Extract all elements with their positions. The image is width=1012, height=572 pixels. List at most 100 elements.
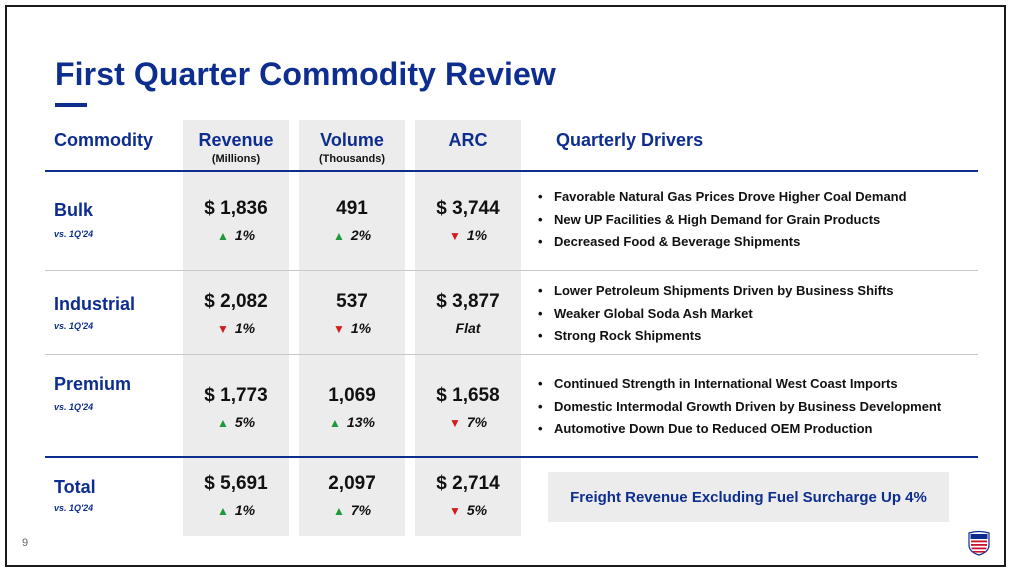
- driver-item: • New UP Facilities & High Demand for Gra…: [538, 209, 907, 232]
- change-percent: Flat: [455, 320, 481, 336]
- driver-text: Lower Petroleum Shipments Driven by Busi…: [554, 283, 894, 298]
- header-volume-label: Volume: [320, 130, 384, 150]
- revenue-value-premium: $ 1,773: [204, 385, 268, 406]
- change-percent: 5%: [466, 502, 488, 518]
- triangle-down-icon: ▼: [216, 322, 229, 336]
- driver-text: Favorable Natural Gas Prices Drove Highe…: [554, 189, 907, 204]
- revenue-change-industrial: ▼ 1%: [183, 320, 289, 336]
- triangle-up-icon: ▲: [332, 229, 345, 243]
- row-divider: [45, 354, 978, 355]
- volume-value-total: 2,097: [328, 473, 376, 494]
- triangle-down-icon: ▼: [448, 229, 461, 243]
- change-percent: 7%: [350, 502, 372, 518]
- volume-change-premium: ▲ 13%: [299, 414, 405, 430]
- triangle-down-icon: ▼: [448, 504, 461, 518]
- driver-text: Strong Rock Shipments: [554, 328, 702, 343]
- row-divider: [45, 270, 978, 271]
- header-drivers: Quarterly Drivers: [556, 130, 704, 150]
- volume-value-premium: 1,069: [328, 385, 376, 406]
- bullet-icon: •: [538, 234, 543, 249]
- drivers-list-bulk: • Favorable Natural Gas Prices Drove High…: [538, 186, 907, 254]
- header-revenue: Revenue (Millions): [183, 130, 289, 165]
- comparison-label: vs. 1Q'24: [54, 503, 94, 513]
- change-percent: 1%: [234, 227, 256, 243]
- commodity-name-industrial: Industrial: [54, 294, 136, 314]
- change-percent: 13%: [346, 414, 375, 430]
- arc-change-bulk: ▼ 1%: [415, 227, 521, 243]
- triangle-up-icon: ▲: [216, 416, 229, 430]
- driver-text: Continued Strength in International West…: [554, 376, 898, 391]
- total-divider: [45, 456, 978, 458]
- driver-item: • Domestic Intermodal Growth Driven by Bu…: [538, 396, 941, 419]
- driver-item: • Automotive Down Due to Reduced OEM Prod…: [538, 418, 941, 441]
- union-pacific-shield-logo: [968, 530, 990, 556]
- volume-change-total: ▲ 7%: [299, 502, 405, 518]
- arc-change-premium: ▼ 7%: [415, 414, 521, 430]
- driver-text: Decreased Food & Beverage Shipments: [554, 234, 801, 249]
- revenue-column-panel: [183, 120, 289, 536]
- comparison-label: vs. 1Q'24: [54, 402, 94, 412]
- header-revenue-unit: (Millions): [211, 153, 261, 165]
- driver-text: New UP Facilities & High Demand for Grai…: [554, 211, 881, 227]
- header-commodity: Commodity: [54, 130, 153, 150]
- commodity-name-total: Total: [54, 477, 96, 497]
- volume-change-bulk: ▲ 2%: [299, 227, 405, 243]
- title-accent-bar: [55, 103, 87, 107]
- change-percent: 1%: [234, 502, 256, 518]
- bullet-icon: •: [538, 421, 543, 436]
- triangle-down-icon: ▼: [448, 416, 461, 430]
- change-percent: 5%: [234, 414, 256, 430]
- arc-value-industrial: $ 3,877: [436, 291, 500, 312]
- volume-column-panel: [299, 120, 405, 536]
- bullet-icon: •: [538, 283, 543, 298]
- page-number: 9: [22, 537, 29, 549]
- driver-item: • Favorable Natural Gas Prices Drove High…: [538, 186, 907, 209]
- triangle-up-icon: ▲: [216, 504, 229, 518]
- bullet-icon: •: [538, 376, 543, 391]
- driver-text: Domestic Intermodal Growth Driven by Bus…: [554, 398, 942, 414]
- driver-item: • Continued Strength in International Wes…: [538, 373, 941, 396]
- driver-text: Automotive Down Due to Reduced OEM Produ…: [554, 421, 873, 436]
- bullet-icon: •: [538, 328, 543, 343]
- commodity-name-premium: Premium: [54, 374, 132, 394]
- triangle-down-icon: ▼: [332, 322, 345, 336]
- driver-item: • Strong Rock Shipments: [538, 325, 894, 348]
- header-volume-unit: (Thousands): [319, 153, 385, 165]
- header-divider: [45, 170, 978, 172]
- revenue-change-total: ▲ 1%: [183, 502, 289, 518]
- arc-value-premium: $ 1,658: [436, 385, 500, 406]
- arc-column-panel: [415, 120, 521, 536]
- triangle-up-icon: ▲: [329, 416, 341, 430]
- header-volume: Volume (Thousands): [299, 130, 405, 165]
- change-percent: 7%: [466, 414, 488, 430]
- driver-item: • Decreased Food & Beverage Shipments: [538, 231, 907, 254]
- arc-value-bulk: $ 3,744: [436, 198, 500, 219]
- volume-value-bulk: 491: [336, 198, 368, 219]
- revenue-value-industrial: $ 2,082: [204, 291, 268, 312]
- triangle-up-icon: ▲: [332, 504, 345, 518]
- freight-revenue-callout: Freight Revenue Excluding Fuel Surcharge…: [548, 472, 949, 522]
- bullet-icon: •: [538, 211, 543, 227]
- revenue-change-premium: ▲ 5%: [183, 414, 289, 430]
- drivers-list-premium: • Continued Strength in International Wes…: [538, 373, 941, 441]
- revenue-value-bulk: $ 1,836: [204, 198, 268, 219]
- change-percent: 2%: [350, 227, 372, 243]
- volume-value-industrial: 537: [336, 291, 368, 312]
- driver-item: • Lower Petroleum Shipments Driven by Bus…: [538, 280, 894, 303]
- driver-text: Weaker Global Soda Ash Market: [554, 305, 753, 321]
- arc-value-total: $ 2,714: [436, 473, 500, 494]
- change-percent: 1%: [234, 320, 256, 336]
- change-percent: 1%: [350, 320, 372, 336]
- bullet-icon: •: [538, 189, 543, 204]
- bullet-icon: •: [538, 305, 543, 321]
- slide-title: First Quarter Commodity Review: [55, 56, 556, 92]
- volume-change-industrial: ▼ 1%: [299, 320, 405, 336]
- comparison-label: vs. 1Q'24: [54, 229, 94, 239]
- header-arc: ARC: [448, 130, 488, 150]
- drivers-list-industrial: • Lower Petroleum Shipments Driven by Bus…: [538, 280, 894, 348]
- comparison-label: vs. 1Q'24: [54, 321, 94, 331]
- commodity-name-bulk: Bulk: [54, 200, 94, 220]
- arc-change-industrial: Flat: [415, 320, 521, 336]
- revenue-value-total: $ 5,691: [204, 473, 268, 494]
- bullet-icon: •: [538, 398, 543, 414]
